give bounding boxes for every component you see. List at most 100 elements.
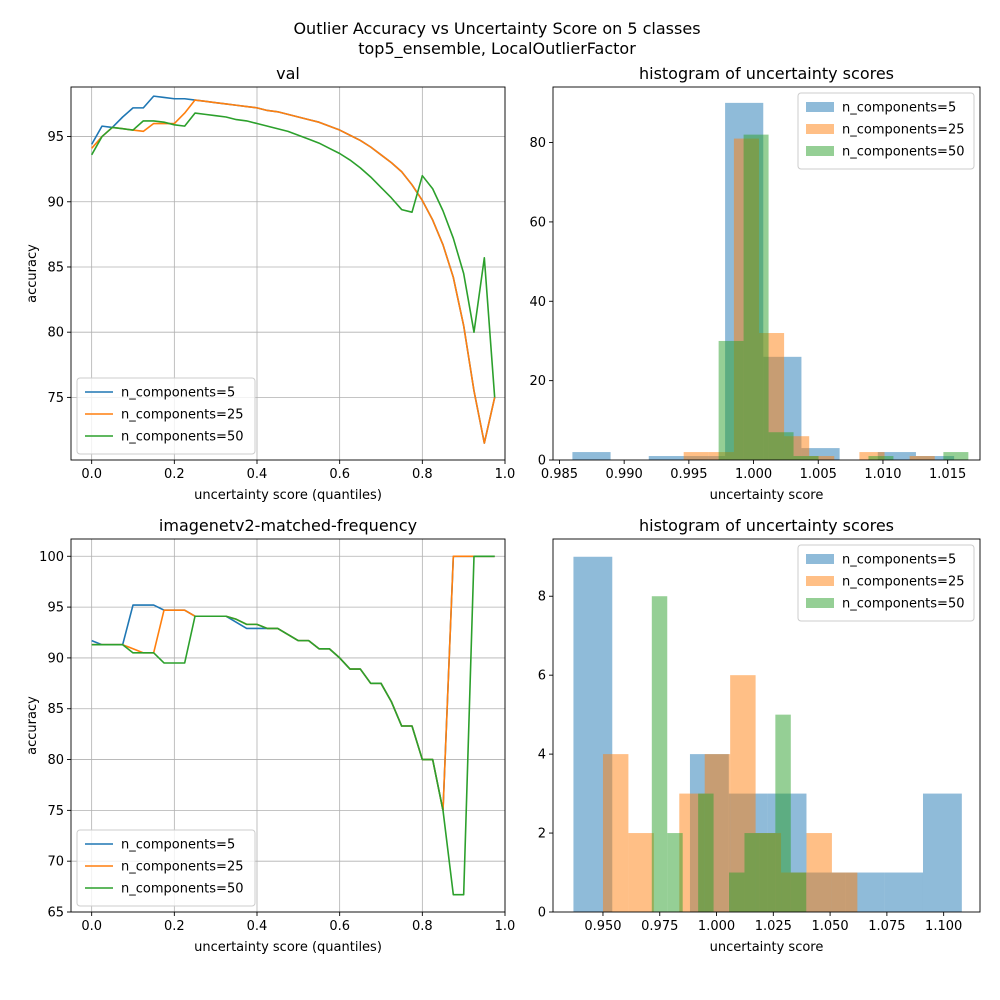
histogram-bar <box>602 754 629 912</box>
histogram-bar <box>922 793 962 912</box>
legend: n_components=5 n_components=25 n_component… <box>76 829 256 907</box>
histogram-bar <box>809 456 835 460</box>
histogram-bar <box>790 872 807 912</box>
panel-val_histogram: 0.985 0.990 0.995 1.000 1.005 1.010 1.015 0 20 40… <box>529 64 981 503</box>
x-tick-label: 0.6 <box>329 919 350 934</box>
x-tick-label: 0.950 <box>584 919 621 934</box>
histogram-bar <box>743 134 769 460</box>
legend: n_components=5 n_components=25 n_component… <box>797 544 975 622</box>
y-tick-label: 6 <box>538 669 546 684</box>
x-axis-label: uncertainty score <box>710 940 824 955</box>
plot-area <box>90 95 496 444</box>
histogram-bar <box>729 872 745 912</box>
axes-frame <box>70 538 506 913</box>
x-tick-label: 0.990 <box>606 467 643 482</box>
legend-entry: n_components=25 <box>842 575 965 590</box>
y-tick-label: 65 <box>47 906 64 921</box>
histogram-bar <box>806 833 832 912</box>
legend-entry: n_components=50 <box>842 597 965 612</box>
histogram-bar <box>628 833 654 912</box>
x-tick-label: 1.075 <box>868 919 905 934</box>
legend-entry: n_components=5 <box>121 838 235 853</box>
histogram-bar <box>648 456 687 460</box>
legend-swatch <box>806 146 834 156</box>
histogram-bar <box>884 872 923 912</box>
figure-suptitle-line2: top5_ensemble, LocalOutlierFactor <box>358 39 636 59</box>
x-tick-label: 0.8 <box>412 467 433 482</box>
histogram-bar <box>793 456 819 460</box>
y-tick-label: 4 <box>538 748 546 763</box>
x-tick-label: 1.0 <box>495 919 516 934</box>
y-tick-label: 0 <box>538 454 546 469</box>
y-tick-label: 80 <box>47 753 64 768</box>
legend-entry: n_components=25 <box>121 860 244 875</box>
y-axis-label: accuracy <box>25 244 40 303</box>
series-line <box>91 555 495 812</box>
axes-title: histogram of uncertainty scores <box>639 64 894 83</box>
legend-swatch <box>806 576 834 586</box>
histogram-bar <box>943 452 969 460</box>
legend-swatch <box>806 598 834 608</box>
y-tick-label: 70 <box>47 855 64 870</box>
plot-area <box>573 556 962 912</box>
histogram-bar <box>744 833 760 912</box>
histogram-bar <box>667 833 683 912</box>
legend-entry: n_components=5 <box>842 553 956 568</box>
x-tick-label: 1.050 <box>811 919 848 934</box>
y-tick-label: 8 <box>538 590 546 605</box>
legend-frame <box>76 829 256 907</box>
histogram-bar <box>718 340 744 460</box>
axes-frame <box>70 86 506 461</box>
x-tick-label: 0.995 <box>670 467 707 482</box>
x-tick-label: 1.025 <box>755 919 792 934</box>
legend-entry: n_components=50 <box>842 145 965 160</box>
legend-entry: n_components=5 <box>842 101 956 116</box>
histogram-bar <box>868 456 894 460</box>
x-tick-label: 0.2 <box>164 467 185 482</box>
y-tick-label: 75 <box>47 804 64 819</box>
x-tick-label: 1.005 <box>800 467 837 482</box>
y-tick-label: 85 <box>47 702 64 717</box>
x-tick-label: 1.010 <box>864 467 901 482</box>
panel-v2_histogram: 0.950 0.975 1.000 1.025 1.050 1.075 1.100 0 2 4 6 8… <box>538 516 981 955</box>
y-tick-label: 80 <box>47 326 64 341</box>
y-tick-label: 95 <box>47 601 64 616</box>
plot-area <box>572 102 969 460</box>
x-tick-label: 1.000 <box>698 919 735 934</box>
legend-frame <box>76 377 256 455</box>
legend: n_components=5 n_components=25 n_component… <box>76 377 256 455</box>
histogram-bar <box>775 714 791 912</box>
legend-entry: n_components=50 <box>121 882 244 897</box>
x-axis-label: uncertainty score (quantiles) <box>194 488 382 503</box>
x-tick-label: 0.0 <box>81 919 102 934</box>
legend-swatch <box>806 124 834 134</box>
legend-swatch <box>806 102 834 112</box>
histogram-bar <box>801 448 840 460</box>
histogram-bar <box>759 833 776 912</box>
x-axis-label: uncertainty score <box>710 488 824 503</box>
legend: n_components=5 n_components=25 n_component… <box>797 92 975 170</box>
axes-frame <box>552 538 981 913</box>
figure-suptitle-line1: Outlier Accuracy vs Uncertainty Score on… <box>293 19 700 38</box>
y-tick-label: 2 <box>538 827 546 842</box>
x-tick-label: 0.4 <box>247 467 268 482</box>
y-tick-label: 95 <box>47 130 64 145</box>
x-tick-label: 0.2 <box>164 919 185 934</box>
axes-title: val <box>276 64 300 83</box>
series-line <box>91 555 495 896</box>
histogram-bar <box>698 793 714 912</box>
histogram-bar <box>877 452 916 460</box>
y-tick-label: 90 <box>47 651 64 666</box>
x-tick-label: 0.8 <box>412 919 433 934</box>
y-axis-label: accuracy <box>25 696 40 755</box>
x-tick-label: 0.4 <box>247 919 268 934</box>
y-tick-label: 75 <box>47 391 64 406</box>
y-tick-label: 80 <box>529 136 546 151</box>
x-tick-label: 1.000 <box>735 467 772 482</box>
axes-title: histogram of uncertainty scores <box>639 516 894 535</box>
legend-frame <box>797 92 975 170</box>
y-tick-label: 85 <box>47 260 64 275</box>
axes-title: imagenetv2-matched-frequency <box>159 516 417 535</box>
legend-entry: n_components=25 <box>121 408 244 423</box>
y-tick-label: 40 <box>529 295 546 310</box>
